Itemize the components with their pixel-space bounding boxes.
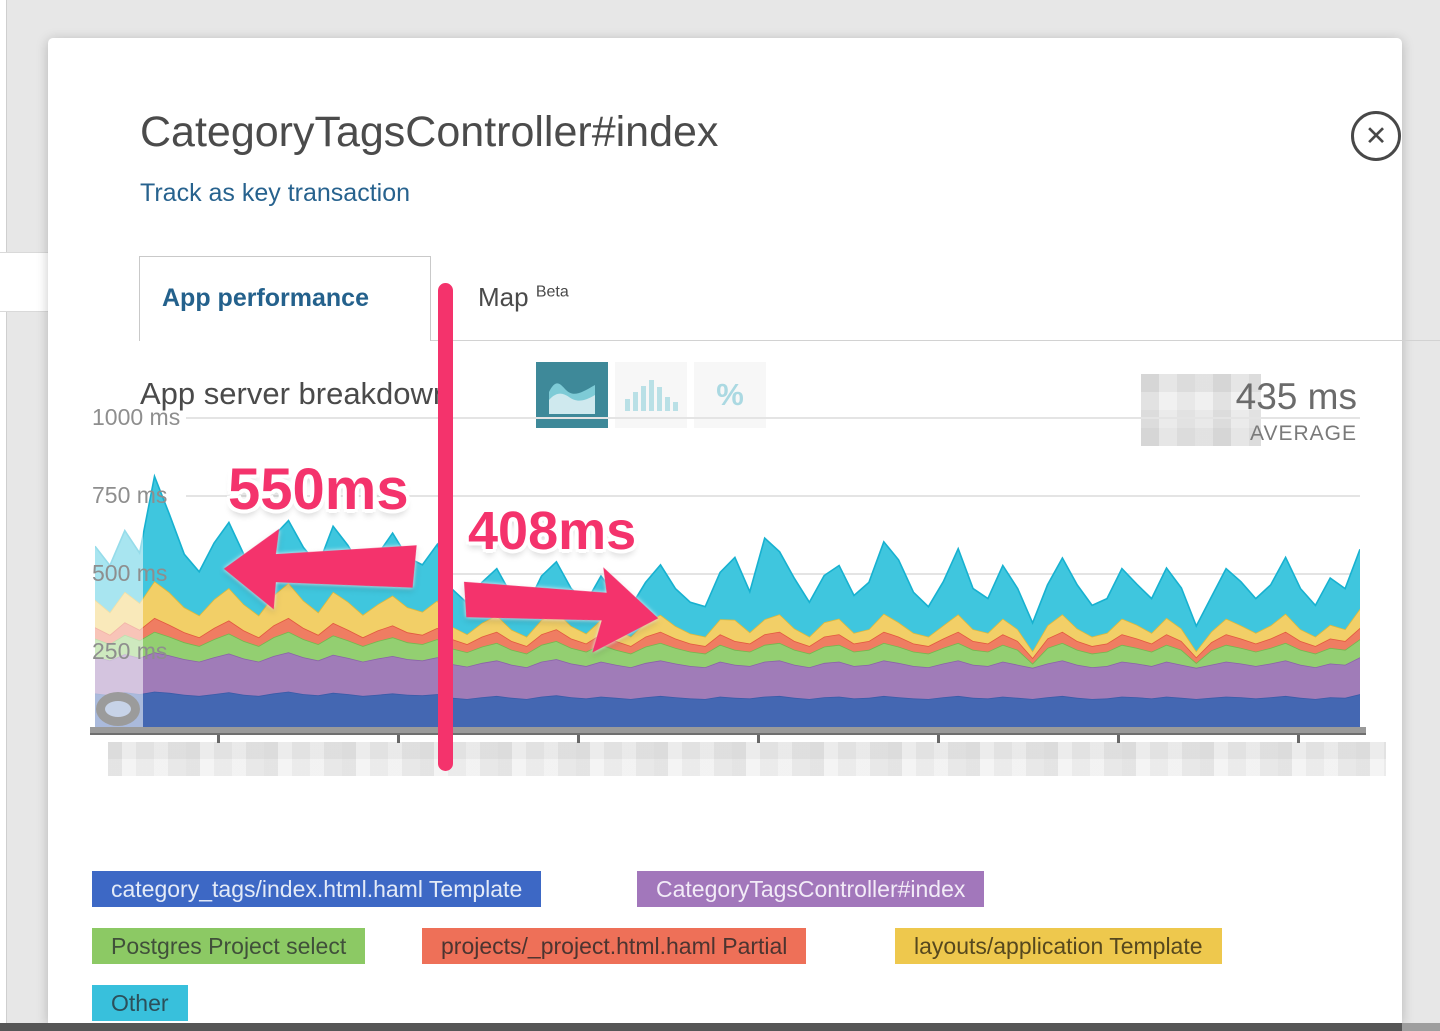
stacked-area-chart[interactable] — [95, 417, 1360, 729]
annotation-408ms: 408ms — [468, 501, 637, 561]
x-tick — [577, 735, 580, 743]
tab-divider — [431, 340, 1440, 341]
ytick-500: 500 ms — [92, 560, 168, 586]
average-value: 435 ms — [1235, 376, 1357, 417]
legend-item-partial[interactable]: projects/_project.html.haml Partial — [422, 928, 807, 964]
redacted-summary-label — [1141, 374, 1261, 446]
average-caption: AVERAGE — [1250, 422, 1357, 445]
annotation-marker-line — [438, 283, 453, 771]
percent-icon: % — [716, 377, 744, 412]
chart-edge-fade — [95, 417, 143, 729]
x-tick — [937, 735, 940, 743]
annotation-arrow-right-icon — [464, 567, 659, 653]
transaction-modal: CategoryTagsController#index Track as ke… — [48, 38, 1440, 1023]
x-axis — [90, 727, 1366, 735]
page-title: CategoryTagsController#index — [140, 108, 719, 156]
page-left-notch — [0, 252, 48, 312]
tab-app-performance[interactable]: App performance — [139, 256, 431, 341]
page-bottom-edge — [0, 1023, 1402, 1031]
redacted-x-axis-labels — [108, 742, 1386, 776]
x-tick — [397, 735, 400, 743]
legend-item-layout[interactable]: layouts/application Template — [895, 928, 1222, 964]
legend-item-template[interactable]: category_tags/index.html.haml Template — [92, 871, 542, 907]
x-tick — [757, 735, 760, 743]
ytick-250: 250 ms — [92, 638, 168, 664]
x-tick — [1117, 735, 1120, 743]
annotation-arrow-left-icon — [223, 528, 417, 610]
gridline-750 — [186, 495, 1360, 497]
tab-map[interactable]: Map Beta — [478, 282, 569, 313]
x-tick — [217, 735, 220, 743]
page-left-rail — [0, 0, 7, 1023]
ytick-1000: 1000 ms — [92, 404, 181, 430]
tab-map-label: Map — [478, 282, 529, 312]
tab-app-performance-label: App performance — [162, 284, 369, 312]
bar-chart-icon — [624, 379, 678, 411]
ytick-750: 750 ms — [92, 482, 168, 508]
track-key-transaction-link[interactable]: Track as key transaction — [140, 179, 411, 207]
gridline-1000 — [186, 417, 1360, 419]
beta-badge: Beta — [535, 283, 569, 301]
legend-item-postgres[interactable]: Postgres Project select — [92, 928, 366, 964]
close-icon: ✕ — [1364, 120, 1388, 151]
annotation-550ms: 550ms — [228, 457, 409, 522]
area-chart-icon — [549, 383, 595, 414]
section-heading: App server breakdown — [140, 376, 451, 411]
page-bottom-edge-right — [1402, 1023, 1440, 1031]
legend-item-other[interactable]: Other — [92, 985, 188, 1021]
chart-lens-icon[interactable] — [96, 692, 140, 726]
legend-item-controller[interactable]: CategoryTagsController#index — [637, 871, 985, 907]
close-button[interactable]: ✕ — [1351, 111, 1401, 161]
x-tick — [1297, 735, 1300, 743]
